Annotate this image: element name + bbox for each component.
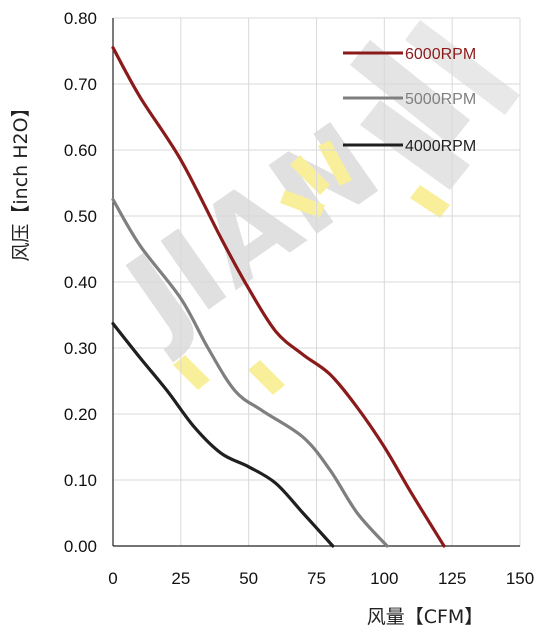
legend-label-5000rpm: 5000RPM — [405, 91, 476, 108]
watermark-bars — [350, 20, 520, 190]
watermark-letters: JIAN — [98, 98, 402, 367]
x-tick-label: 25 — [171, 569, 190, 588]
y-tick-label: 0.60 — [64, 141, 97, 160]
y-tick-labels: 0.00 0.10 0.20 0.30 0.40 0.50 0.60 0.70 0.80 — [64, 9, 97, 556]
x-tick-label: 75 — [307, 569, 326, 588]
series-line-5000rpm — [111, 197, 389, 548]
watermark-burst — [173, 140, 450, 395]
watermark-logo: JIAN — [98, 20, 520, 395]
legend: 6000RPM 5000RPM 4000RPM — [343, 46, 476, 155]
axes — [112, 18, 520, 547]
y-axis-title: 风压【inch H2O】 — [10, 98, 32, 261]
y-tick-label: 0.40 — [64, 273, 97, 292]
x-tick-label: 0 — [108, 569, 117, 588]
y-tick-label: 0.10 — [64, 471, 97, 490]
legend-label-6000rpm: 6000RPM — [405, 46, 476, 63]
y-tick-label: 0.00 — [64, 537, 97, 556]
legend-label-4000rpm: 4000RPM — [405, 138, 476, 155]
series-line-6000rpm — [111, 46, 446, 548]
x-tick-labels: 0 25 50 75 100 125 150 — [108, 569, 534, 588]
y-tick-label: 0.30 — [64, 339, 97, 358]
series-lines — [111, 46, 446, 548]
y-tick-label: 0.80 — [64, 9, 97, 28]
x-axis-title: 风量【CFM】 — [367, 606, 484, 628]
x-tick-label: 125 — [438, 569, 466, 588]
x-tick-label: 50 — [239, 569, 258, 588]
series-line-4000rpm — [111, 321, 335, 548]
x-tick-label: 100 — [370, 569, 398, 588]
gridlines — [113, 17, 521, 546]
y-tick-label: 0.20 — [64, 405, 97, 424]
svg-text:JIAN: JIAN — [98, 98, 402, 367]
y-tick-label: 0.50 — [64, 207, 97, 226]
x-tick-label: 150 — [506, 569, 534, 588]
y-tick-label: 0.70 — [64, 75, 97, 94]
